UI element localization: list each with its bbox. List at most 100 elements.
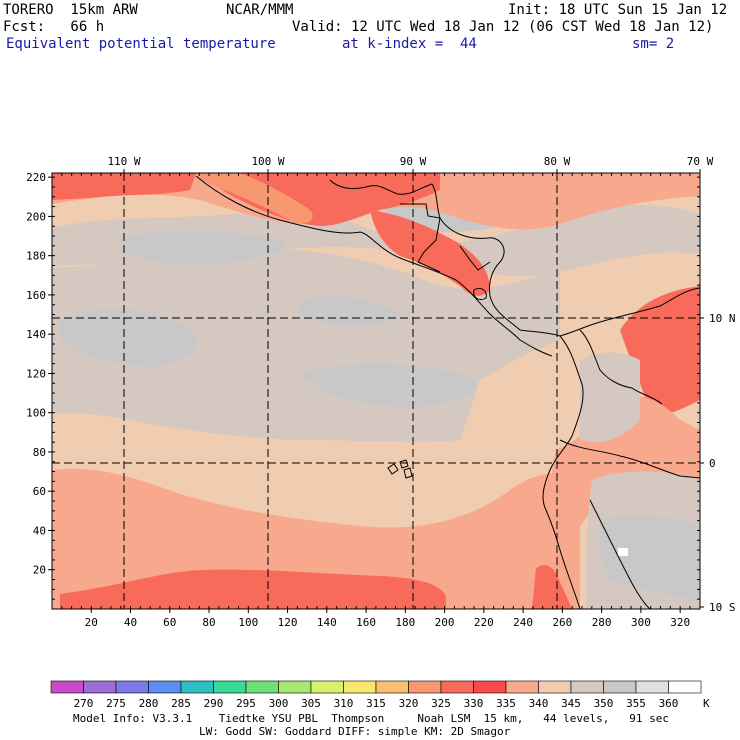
color-bar-swatch (635, 680, 669, 694)
color-bar-swatch (50, 680, 84, 694)
coastlines (195, 175, 700, 609)
color-bar-swatch (180, 680, 214, 694)
footer-physics-info: LW: Godd SW: Goddard DIFF: simple KM: 2D… (199, 725, 511, 738)
field-name: Equivalent potential temperature (6, 36, 276, 52)
color-bar-value: 305 (301, 697, 321, 710)
x-tick-label: 260 (552, 616, 572, 629)
lat-label: 10 N (709, 312, 736, 325)
lat-label: 10 S (709, 601, 736, 614)
color-bar-swatch (603, 680, 637, 694)
gray-band-north (52, 205, 700, 277)
panama-borders (459, 245, 491, 271)
valid-time: Valid: 12 UTC Wed 18 Jan 12 (06 CST Wed … (292, 19, 714, 35)
x-tick-label: 300 (631, 616, 651, 629)
x-tick-label: 200 (435, 616, 455, 629)
red-central-america (370, 210, 490, 296)
lightgray-patch-1 (60, 309, 197, 367)
lon-label: 80 W (544, 155, 571, 168)
color-bar-unit: K (703, 697, 710, 710)
x-tick-label: 220 (474, 616, 494, 629)
lon-label: 70 W (687, 155, 714, 168)
x-tick-label: 320 (670, 616, 690, 629)
y-tick-label: 20 (33, 564, 46, 577)
color-bar-value: 335 (496, 697, 516, 710)
gray-venezuela (580, 352, 640, 443)
color-bar-value: 315 (366, 697, 386, 710)
footer-model-info: Model Info: V3.3.1 Tiedtke YSU PBL Thomp… (73, 712, 670, 725)
color-bar-swatch (375, 680, 409, 694)
x-tick-label: 240 (513, 616, 533, 629)
lake-nicaragua (473, 287, 487, 301)
color-bar-value: 275 (106, 697, 126, 710)
lightgray-patch-3 (300, 364, 477, 407)
lat-label: 0 (709, 457, 716, 470)
y-tick-label: 80 (33, 446, 46, 459)
color-bar-swatch (213, 680, 247, 694)
color-bar-swatch (148, 680, 182, 694)
model-title: TORERO 15km ARW (3, 2, 138, 18)
country-border-1 (400, 203, 441, 273)
color-bar-labels: 270 275 280 285 290 295 300 305 310 315 320 325 330 3… (74, 697, 710, 710)
galapagos (387, 459, 413, 479)
y-tick-label: 120 (26, 367, 46, 380)
axis-ticks (48, 169, 704, 613)
color-bar (50, 680, 702, 694)
color-bar-value: 295 (236, 697, 256, 710)
color-bar-swatch (473, 680, 507, 694)
x-tick-label: 180 (395, 616, 415, 629)
x-tick-label: 100 (238, 616, 258, 629)
lightgray-patch-5 (300, 296, 400, 326)
color-bar-value: 350 (594, 697, 614, 710)
color-bar-swatch (83, 680, 117, 694)
x-tick-label: 60 (163, 616, 176, 629)
forecast-hour: Fcst: 66 h (3, 19, 105, 35)
lightgray-patch-2 (120, 231, 286, 265)
color-bar-swatch (245, 680, 279, 694)
y-tick-label: 100 (26, 407, 46, 420)
longitude-labels: 110 W 100 W 90 W 80 W 70 W (107, 155, 713, 168)
country-border-3 (559, 439, 700, 479)
color-bar-value: 330 (464, 697, 484, 710)
color-bar-value: 320 (399, 697, 419, 710)
x-tick-label: 40 (124, 616, 137, 629)
color-bar-swatch (570, 680, 604, 694)
x-tick-label: 140 (317, 616, 337, 629)
y-tick-label: 180 (26, 250, 46, 263)
mexico-coast (195, 175, 553, 357)
south-america-coast (599, 287, 700, 323)
color-bar-swatch (440, 680, 474, 694)
color-bar-value: 270 (74, 697, 94, 710)
y-tick-label: 200 (26, 210, 46, 223)
x-tick-label: 160 (356, 616, 376, 629)
init-time: Init: 18 UTC Sun 15 Jan 12 (508, 2, 728, 18)
lightgray-amazon (599, 514, 700, 600)
color-bar-value: 285 (171, 697, 191, 710)
color-bar-value: 355 (626, 697, 646, 710)
y-axis-labels: 220 200 180 160 140 120 100 80 60 40 20 (26, 171, 46, 577)
x-tick-label: 20 (85, 616, 98, 629)
y-tick-label: 220 (26, 171, 46, 184)
color-bar-value: 300 (269, 697, 289, 710)
color-bar-swatch (278, 680, 312, 694)
color-bar-value: 310 (334, 697, 354, 710)
color-bar-value: 280 (139, 697, 159, 710)
pacific-south-america (542, 335, 584, 609)
white-amazon-patch (618, 548, 628, 556)
color-bar-swatch (408, 680, 442, 694)
color-bar-swatch (505, 680, 539, 694)
lon-label: 110 W (107, 155, 140, 168)
lon-label: 100 W (251, 155, 284, 168)
theta-e-field (52, 173, 700, 609)
yucatan-coast (329, 179, 441, 219)
red-peru-coast (532, 565, 572, 609)
color-bar-value: 325 (431, 697, 451, 710)
y-tick-label: 40 (33, 524, 46, 537)
color-bar-value: 290 (204, 697, 224, 710)
lon-label: 90 W (400, 155, 427, 168)
red-south-band (60, 569, 446, 609)
color-bar-value: 360 (659, 697, 679, 710)
orange-mexico-peak (200, 173, 313, 224)
level-label: at k-index = 44 (342, 36, 477, 52)
x-axis-labels: 20 40 60 80 100 120 140 160 180 200 220 240 260 280 30… (85, 616, 690, 629)
